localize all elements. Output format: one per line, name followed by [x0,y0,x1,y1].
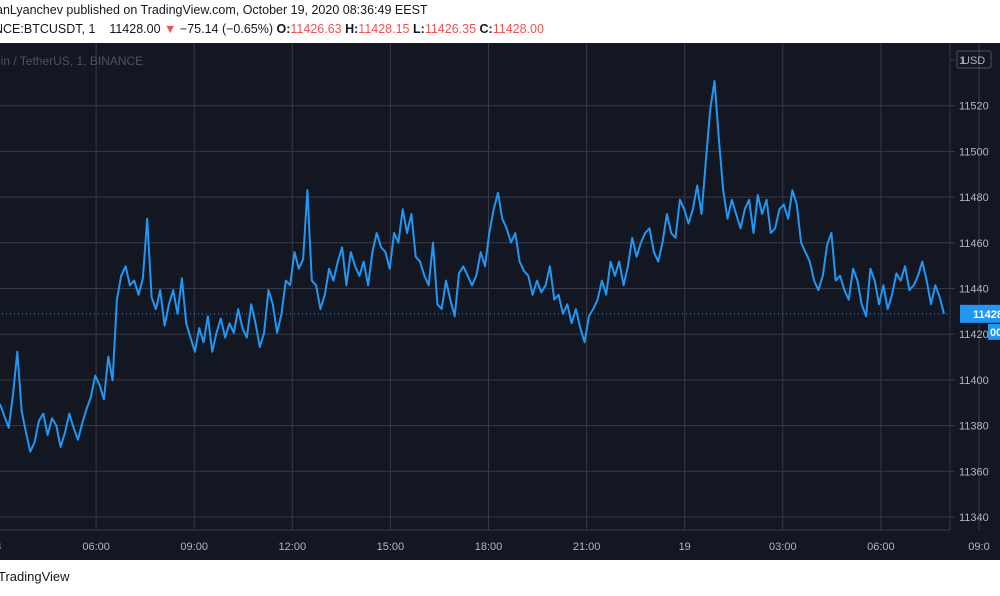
down-arrow-icon: ▼ [164,22,177,36]
high-label: H: [345,22,359,36]
time-tick-label: 06:00 [867,541,895,553]
close-label: C: [479,22,493,36]
price-line [0,80,945,453]
chart-legend: oin / TetherUS, 1, BINANCE [0,54,143,68]
time-tick-label: 8 [0,541,1,553]
symbol-label: NCE:BTCUSDT, 1 [0,22,96,36]
grid [0,43,980,530]
time-tick-label: 19 [679,541,691,553]
time-axis: 8 06:00 09:00 12:00 15:00 18:00 21:00 19 03:00 06… [0,529,990,553]
close-value: 11428.00 [492,22,544,36]
price-tick-label: 11400 [959,375,989,387]
chart-panel[interactable]: USD 1 11520 11500 11480 11460 11440 11420 11400 1… [0,43,1000,560]
time-tick-label: 18:00 [475,541,503,553]
last-price: 11428.00 [109,22,161,36]
time-tick-label: 15:00 [377,541,405,553]
publisher-line: anLyanchev published on TradingView.com,… [0,3,428,17]
price-tick-label: 11460 [959,238,989,250]
footer-brand: TradingView [0,569,70,584]
time-tick-label: 12:00 [279,541,307,553]
time-tick-label: 06:00 [82,541,110,553]
ohlc-line: NCE:BTCUSDT, 1 11428.00 ▼ −75.14 (−0.65%… [0,22,994,42]
price-tick-label: 11520 [959,101,989,113]
price-series [0,80,945,453]
time-tick-label: 09:00 [180,541,208,553]
low-label: L: [413,22,425,36]
price-tick-label: 11440 [959,284,989,296]
price-tags: 11428 00 [0,304,1000,340]
price-tick-label: 11480 [959,192,989,204]
price-tick-label: 11360 [959,466,989,478]
price-tick-label: 11500 [959,146,989,158]
open-label: O: [276,22,291,36]
currency-box [956,50,992,69]
low-value: 11426.35 [424,22,477,36]
time-tick-label: 03:00 [769,541,797,553]
time-tick-label: 21:00 [573,541,601,553]
time-tick-label: 09:0 [968,541,989,553]
countdown-tag [988,323,1000,340]
countdown-tag-label: 00 [990,327,1000,339]
last-price-tag [960,304,1000,323]
price-tick-label: 11420 [959,329,989,341]
price-tick-label: 11380 [959,421,989,433]
currency-label: USD [962,55,985,67]
price-tick-label: 1 [959,55,965,67]
price-tick-label: 11340 [959,512,989,524]
price-change: −75.14 (−0.65%) [179,22,274,36]
last-price-tag-label: 11428 [973,309,1000,321]
open-value: 11426.63 [290,22,342,36]
high-value: 11428.15 [358,22,410,36]
